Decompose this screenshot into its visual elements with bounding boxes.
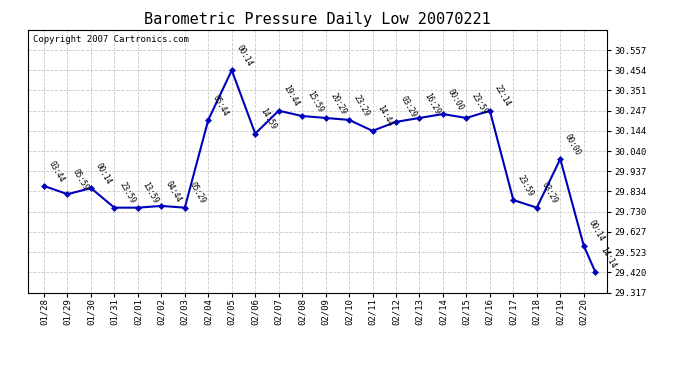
Text: 23:59: 23:59 (469, 91, 489, 116)
Text: 16:29: 16:29 (422, 91, 442, 116)
Text: 05:44: 05:44 (211, 93, 230, 118)
Text: 13:59: 13:59 (141, 181, 160, 206)
Text: Copyright 2007 Cartronics.com: Copyright 2007 Cartronics.com (33, 35, 189, 44)
Text: 14:44: 14:44 (375, 104, 395, 129)
Text: 03:29: 03:29 (399, 95, 418, 120)
Text: 05:29: 05:29 (188, 181, 207, 206)
Text: 03:29: 03:29 (540, 181, 559, 206)
Text: 00:00: 00:00 (563, 132, 582, 157)
Text: 19:44: 19:44 (282, 84, 301, 108)
Text: 00:14: 00:14 (586, 219, 606, 243)
Text: 05:59: 05:59 (70, 167, 90, 192)
Text: 23:29: 23:29 (352, 93, 371, 118)
Text: 14:59: 14:59 (258, 107, 277, 131)
Text: 04:44: 04:44 (164, 179, 184, 204)
Text: 00:14: 00:14 (94, 161, 113, 186)
Text: 00:14: 00:14 (235, 44, 254, 68)
Text: 03:44: 03:44 (47, 159, 66, 184)
Text: 00:00: 00:00 (446, 87, 465, 112)
Text: 14:14: 14:14 (598, 246, 618, 270)
Text: 15:59: 15:59 (305, 89, 324, 114)
Text: 23:59: 23:59 (117, 181, 137, 206)
Text: 22:14: 22:14 (493, 84, 512, 108)
Text: 23:59: 23:59 (516, 173, 535, 198)
Title: Barometric Pressure Daily Low 20070221: Barometric Pressure Daily Low 20070221 (144, 12, 491, 27)
Text: 20:29: 20:29 (328, 91, 348, 116)
